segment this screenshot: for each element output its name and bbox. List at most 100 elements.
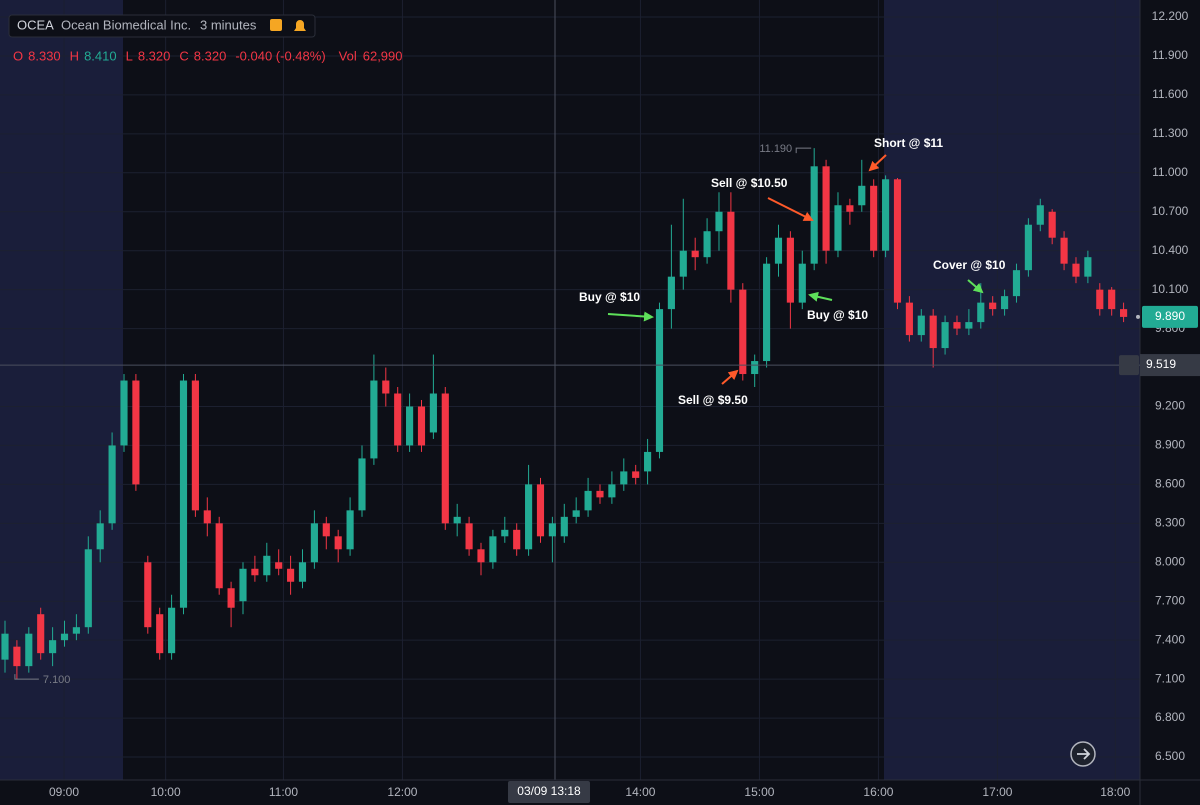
candle-body [917,315,925,336]
x-tick-label: 11:00 [269,785,298,799]
candle-body [858,185,866,206]
candle-body [298,562,307,582]
candle-body [227,588,235,608]
arrow-icon [1077,748,1091,760]
candle-body [763,263,771,362]
candle-body [49,640,57,654]
candle-body [989,302,997,310]
ohlc-key: L [126,48,133,63]
candle-body [322,523,330,537]
symbol: OCEA [17,17,54,32]
note-icon[interactable] [270,19,282,31]
candle-body [406,406,414,446]
symbol-box[interactable] [8,14,316,38]
candle-body [1012,270,1021,297]
candle-body [727,211,735,290]
ohlc-key: H [70,48,79,63]
crosshair-time: 03/09 13:18 [517,784,581,798]
y-tick-label: 8.600 [1155,477,1185,491]
y-tick-label: 7.400 [1155,632,1185,646]
candle-body [1048,211,1056,238]
candle-body [941,322,949,349]
candle-body [60,633,69,641]
y-tick-label: 11.600 [1152,87,1188,101]
afterhours-shade [884,0,1140,780]
candle-body [846,205,854,212]
candle-body [203,510,211,524]
ohlc-key: O [13,48,23,63]
candle-body [429,393,437,433]
candle-body [132,380,140,485]
annotation: Buy @ $10 [579,290,640,304]
candle-body [275,562,283,569]
volume-key: Vol [339,48,357,63]
last-price: 9.890 [1155,309,1185,323]
crosshair-price: 9.519 [1146,357,1176,371]
candle-body [1001,296,1009,310]
candle-body [346,510,354,550]
candle-body [358,458,366,511]
candle-body [703,231,711,258]
candle-body [822,166,830,251]
ohlc-legend: O 8.330 H 8.410 L 8.320 C 8.320 -0.040 (-0.48%) V… [13,48,403,63]
candle-body [834,205,842,251]
candle-body [239,568,247,602]
candle-body [774,237,783,264]
x-tick-label: 15:00 [744,785,774,799]
candle-body [1024,224,1032,271]
crosshair-price-badge [1140,354,1200,377]
candle-body [655,309,664,452]
ohlc-key: C [179,48,188,63]
candle-body [417,406,426,446]
low-marker-line [14,674,39,680]
candle-body [1108,289,1116,310]
crosshair-icon [1119,355,1139,376]
change: -0.040 (-0.48%) [235,48,325,63]
candle-body [108,445,116,524]
y-tick-label: 11.000 [1152,165,1188,179]
annotation: Sell @ $10.50 [711,176,788,190]
candle-body [560,516,568,537]
x-tick-label: 10:00 [151,785,181,799]
x-tick-label: 09:00 [49,785,79,799]
candle-body [929,315,937,349]
annotation-arrow [808,291,833,302]
candle-body [96,523,104,550]
candle-body [191,380,199,511]
candle-body [215,523,223,589]
x-tick-label: 17:00 [982,785,1012,799]
volume: 62,990 [363,48,403,63]
last-price-dot [1136,314,1140,319]
candle-body [477,549,485,563]
crosshair-time-badge [508,781,590,803]
candle-body [905,302,913,336]
grid [0,0,1140,780]
y-tick-label: 8.300 [1155,516,1185,530]
y-tick-label: 10.400 [1152,243,1189,257]
candle-body [798,263,806,303]
candle-body [1072,263,1080,277]
candle-body [263,555,271,576]
annotation-arrow [767,197,814,221]
candle-body [156,614,164,654]
low-marker: 7.100 [43,674,71,686]
candle-body [13,646,21,667]
candle-body [810,166,818,264]
annotation-arrow [868,154,887,172]
alert-icon[interactable] [294,20,306,31]
candle-body [644,451,652,472]
candle-body [786,237,794,303]
candle-body [72,627,80,634]
ohlc-value: 8.320 [138,48,171,63]
x-tick-label: 14:00 [625,785,655,799]
candle-body [37,614,45,654]
y-tick-label: 7.100 [1155,671,1185,685]
high-marker-line [795,147,812,154]
candle-body [287,568,295,582]
candle-body [608,484,616,498]
candle-body [620,471,628,485]
y-tick-label: 11.900 [1152,48,1188,62]
candle-body [144,562,152,628]
candle-body [572,510,580,517]
